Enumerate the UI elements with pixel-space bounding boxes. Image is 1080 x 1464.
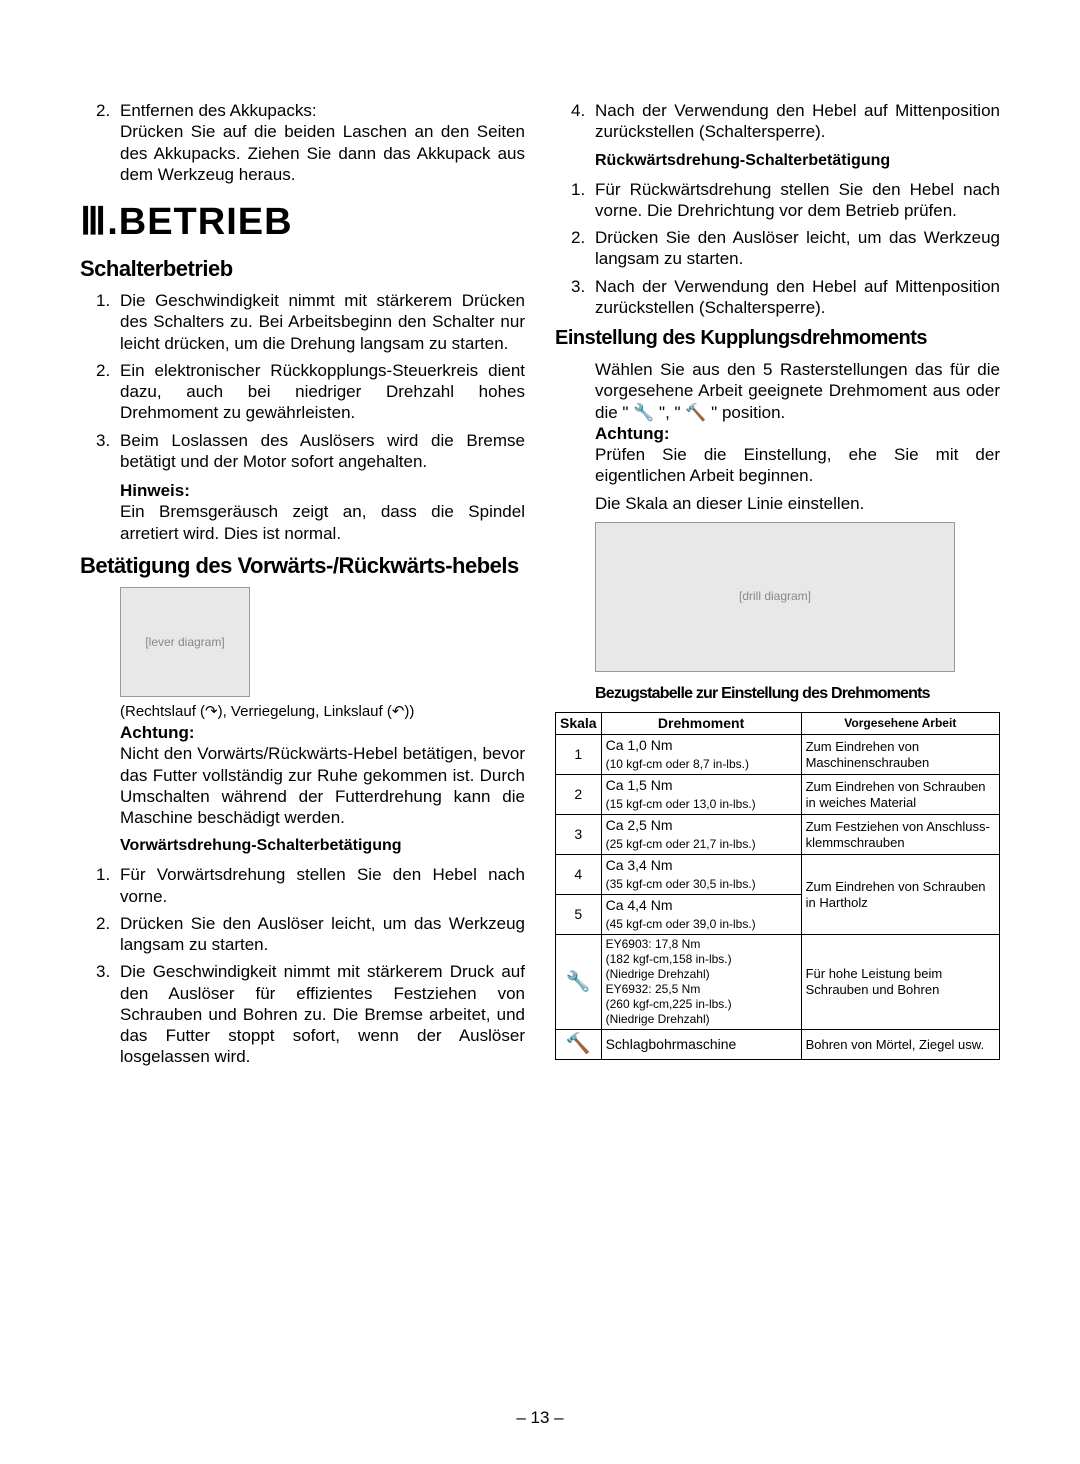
list-item: 1.Für Rückwärtsdrehung stellen Sie den H… [595,179,1000,222]
list-item: 3.Nach der Verwendung den Hebel auf Mitt… [595,276,1000,319]
table-row: 1 Ca 1,0 Nm(10 kgf-cm oder 8,7 in-lbs.) … [556,735,1000,775]
battery-removal-step: 2. Entfernen des Akkupacks: Drücken Sie … [120,100,525,185]
schalter-title: Schalterbetrieb [80,255,525,283]
left-column: 2. Entfernen des Akkupacks: Drücken Sie … [80,100,525,1076]
list-item: 1.Die Geschwindigkeit nimmt mit stärkere… [120,290,525,354]
drill-image: [drill diagram] [595,522,955,672]
achtung-label: Achtung: [120,722,525,743]
hinweis-body162: Ein Bremsgeräusch zeigt an, dass die Spi… [120,501,525,544]
achtung-body: Nicht den Vorwärts/Rückwärts-Hebel betät… [120,743,525,828]
table-title: Bezugstabelle zur Einstellung des Drehmo… [595,684,1000,704]
hinweis-block: Hinweis: Ein Bremsgeräusch zeigt an, das… [80,480,525,544]
list-item: 2.Drücken Sie den Auslöser leicht, um da… [120,913,525,956]
table-row: 4 Ca 3,4 Nm(35 kgf-cm oder 30,5 in-lbs.)… [556,855,1000,895]
table-row: 🔨 Schlagbohrmaschine Bohren von Mörtel, … [556,1030,1000,1060]
table-row: 🔧 EY6903: 17,8 Nm (182 kgf-cm,158 in-lbs… [556,935,1000,1030]
rueckwaerts-list: 1.Für Rückwärtsdrehung stellen Sie den H… [555,179,1000,319]
list-item: 3.Beim Loslassen des Auslösers wird die … [120,430,525,473]
schalter-list: 1.Die Geschwindigkeit nimmt mit stärkere… [80,290,525,472]
kupplung-title: Einstellung des Kupplungsdrehmoments [555,326,1000,351]
table-row: 2 Ca 1,5 Nm(15 kgf-cm oder 13,0 in-lbs.)… [556,775,1000,815]
page-number: – 13 – [0,1408,1080,1428]
th-skala: Skala [556,712,602,735]
right-column: 4.Nach der Verwendung den Hebel auf Mitt… [555,100,1000,1076]
vorwaerts-block: Vorwärtsdrehung-Schalterbetätigung [80,836,525,856]
list-item: 4.Nach der Verwendung den Hebel auf Mitt… [595,100,1000,143]
list-item: 3.Die Geschwindigkeit nimmt mit stärkere… [120,961,525,1067]
kupplung-block: Wählen Sie aus den 5 Rasterstellungen da… [555,359,1000,514]
lever-image: [lever diagram] [120,587,250,697]
vorwaerts-list: 1.Für Vorwärtsdrehung stellen Sie den He… [80,864,525,1067]
vorwaerts-title: Vorwärtsdrehung-Schalterbetätigung [120,836,525,856]
th-drehmoment: Drehmoment [601,712,801,735]
step-title: Entfernen des Akkupacks: [120,101,317,120]
achtung-label: Achtung: [595,423,1000,444]
lever-caption-block: (Rechtslauf (↷), Verriegelung, Linkslauf… [80,703,525,828]
drill-icon: 🔧 [556,935,602,1030]
skala-caption: Die Skala an dieser Linie einstellen. [595,493,1000,514]
hebel-title: Betätigung des Vorwärts-/Rückwärts-hebel… [80,552,525,580]
table-header-row: Skala Drehmoment Vorgesehene Arbeit [556,712,1000,735]
hinweis-label: Hinweis: [120,480,525,501]
list-item: 1.Für Vorwärtsdrehung stellen Sie den He… [120,864,525,907]
torque-table: Skala Drehmoment Vorgesehene Arbeit 1 Ca… [555,712,1000,1061]
lever-caption: (Rechtslauf (↷), Verriegelung, Linkslauf… [120,703,525,722]
list-item: 2.Ein elektronischer Rückkopplungs-Steue… [120,360,525,424]
stepepnum: 2. [96,100,110,121]
hammer-icon: 🔨 [556,1030,602,1060]
table-title-block: Bezugstabelle zur Einstellung des Drehmo… [555,684,1000,704]
achtung-body: Prüfen Sie die Einstellung, ehe Sie mit … [595,444,1000,487]
step-body: Drücken Sie auf die beiden Laschen an de… [120,122,525,184]
kupplung-intro: Wählen Sie aus den 5 Rasterstellungen da… [595,359,1000,423]
list-item: 2.Drücken Sie den Auslöser leicht, um da… [595,227,1000,270]
section-title: Ⅲ.BETRIEB [80,199,525,247]
battery-removal-list: 2. Entfernen des Akkupacks: Drücken Sie … [80,100,525,185]
table-row: 3 Ca 2,5 Nm(25 kgf-cm oder 21,7 in-lbs.)… [556,815,1000,855]
th-arbeit: Vorgesehene Arbeit [801,712,999,735]
step4-list: 4.Nach der Verwendung den Hebel auf Mitt… [555,100,1000,143]
rueckwaerts-title: Rückwärtsdrehung-Schalterbetätigung [595,151,1000,171]
rueckwaerts-title-block: Rückwärtsdrehung-Schalterbetätigung [555,151,1000,171]
